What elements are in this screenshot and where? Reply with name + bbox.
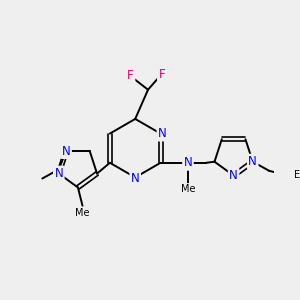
Text: N: N [54, 167, 63, 180]
Text: N: N [158, 127, 167, 140]
Text: N: N [248, 155, 257, 168]
Text: N: N [184, 156, 192, 169]
Text: N: N [229, 169, 238, 182]
Text: F: F [127, 70, 134, 83]
Text: N: N [62, 145, 70, 158]
Text: Me: Me [75, 208, 90, 218]
Text: Me: Me [181, 184, 195, 194]
Text: N: N [131, 172, 140, 185]
Text: Et: Et [294, 170, 300, 180]
Text: F: F [158, 68, 165, 81]
